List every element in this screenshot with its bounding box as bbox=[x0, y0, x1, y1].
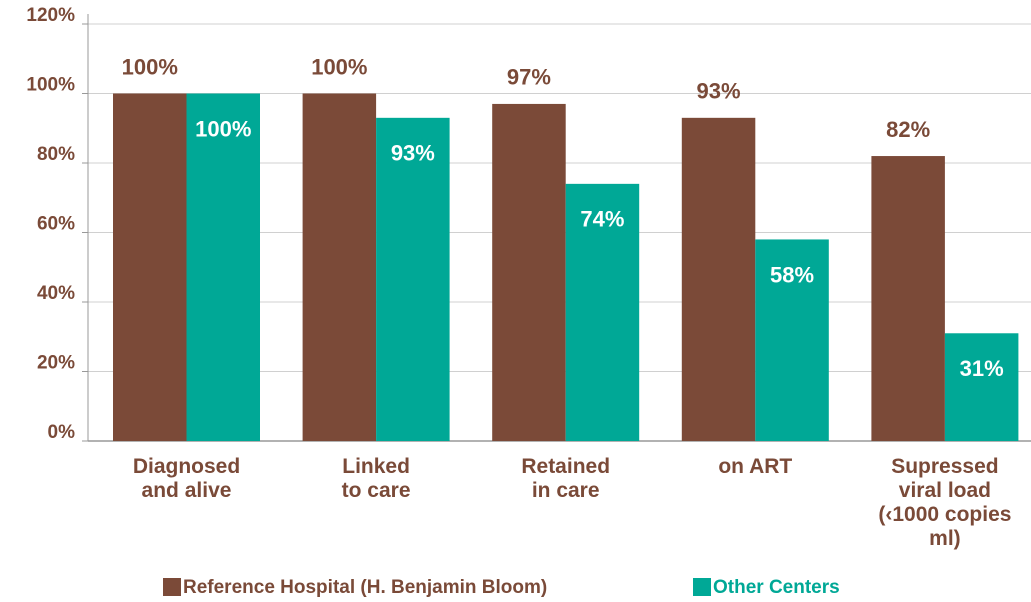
bar bbox=[492, 103, 566, 442]
x-tick-label: Supressed viral load (‹1000 copies ml) bbox=[878, 455, 1011, 550]
x-tick-label: Linked to care bbox=[342, 455, 411, 502]
data-label: 93% bbox=[391, 141, 435, 166]
y-tick-label: 20% bbox=[37, 353, 75, 374]
x-tick-label: on ART bbox=[718, 455, 792, 478]
legend-swatch bbox=[693, 578, 711, 596]
y-tick-label: 60% bbox=[37, 214, 75, 235]
y-tick-label: 100% bbox=[26, 75, 75, 96]
y-tick-label: 80% bbox=[37, 144, 75, 165]
bar bbox=[944, 333, 1019, 441]
bar bbox=[186, 93, 260, 441]
data-label: 31% bbox=[960, 356, 1004, 381]
data-label: 93% bbox=[697, 79, 741, 104]
bar bbox=[565, 183, 640, 441]
bar bbox=[681, 117, 756, 441]
data-label: 100% bbox=[122, 54, 178, 79]
data-label: 58% bbox=[770, 262, 814, 287]
x-tick-label: Retained in care bbox=[521, 455, 610, 502]
bar bbox=[113, 93, 187, 441]
data-label: 74% bbox=[580, 207, 624, 232]
data-label: 100% bbox=[195, 116, 251, 141]
bar bbox=[302, 93, 377, 441]
data-label: 100% bbox=[311, 54, 367, 79]
x-tick-label: Diagnosed and alive bbox=[133, 455, 240, 502]
bar bbox=[755, 239, 829, 441]
legend-label: Reference Hospital (H. Benjamin Bloom) bbox=[183, 577, 547, 598]
legend-swatch bbox=[163, 578, 181, 596]
legend-label: Other Centers bbox=[713, 577, 840, 598]
data-label: 97% bbox=[507, 65, 551, 90]
data-label: 82% bbox=[886, 117, 930, 142]
y-tick-label: 40% bbox=[37, 283, 75, 304]
bar bbox=[376, 117, 450, 441]
y-tick-label: 120% bbox=[26, 5, 75, 26]
bar bbox=[871, 156, 945, 442]
y-tick-label: 0% bbox=[48, 422, 76, 443]
